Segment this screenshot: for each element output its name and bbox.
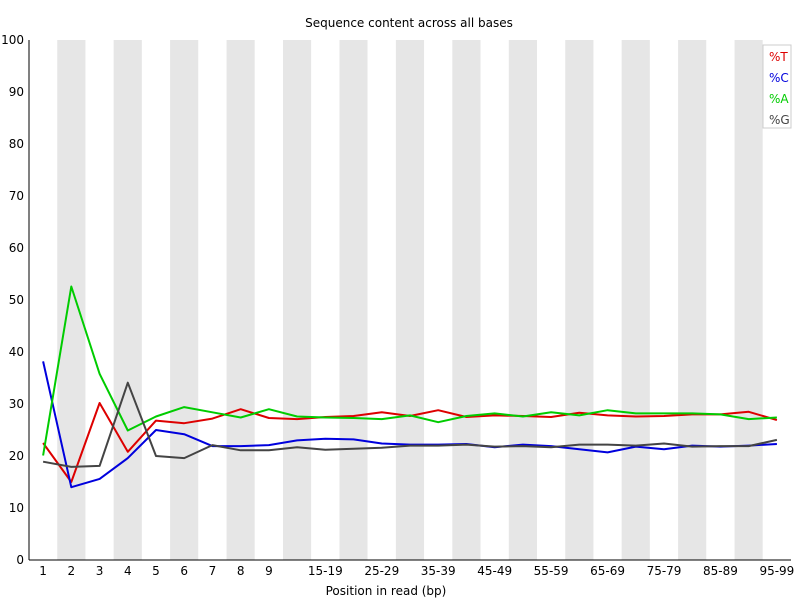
series-line-g [42, 381, 778, 468]
band [311, 40, 340, 560]
x-tick-label: 15-19 [308, 564, 343, 578]
x-tick-label: 35-39 [421, 564, 456, 578]
band [254, 40, 283, 560]
y-tick-label: 100 [1, 33, 24, 47]
band [593, 40, 622, 560]
y-tick-label: 20 [9, 449, 24, 463]
axes [28, 40, 791, 561]
band [85, 40, 114, 560]
band [734, 40, 763, 560]
legend-entry: %A [769, 92, 789, 106]
band [141, 40, 171, 560]
band [226, 40, 255, 560]
legend: %T %C %A %G [762, 44, 792, 129]
y-axis-ticks: 0 10 20 30 40 50 60 70 80 90 100 [1, 33, 24, 567]
band [706, 40, 735, 560]
band [508, 40, 537, 560]
x-tick-label: 25-29 [364, 564, 399, 578]
x-tick-label: 65-69 [590, 564, 625, 578]
x-tick-label: 1 [39, 564, 47, 578]
x-tick-label: 3 [96, 564, 104, 578]
legend-entry: %C [769, 71, 789, 85]
y-tick-label: 60 [9, 241, 24, 255]
x-tick-label: 4 [124, 564, 132, 578]
band [283, 40, 312, 560]
x-axis-label: Position in read (bp) [326, 584, 447, 598]
band [565, 40, 594, 560]
band [537, 40, 566, 560]
series-lines [42, 285, 778, 489]
y-tick-label: 90 [9, 85, 24, 99]
band [113, 40, 142, 560]
band [339, 40, 368, 560]
x-tick-label: 8 [237, 564, 245, 578]
x-tick-label: 75-79 [647, 564, 682, 578]
band [480, 40, 509, 560]
band [29, 40, 58, 560]
x-tick-label: 85-89 [703, 564, 738, 578]
x-tick-label: 7 [209, 564, 217, 578]
x-tick-label: 6 [180, 564, 188, 578]
legend-box [762, 44, 792, 129]
band [424, 40, 453, 560]
y-tick-label: 10 [9, 501, 24, 515]
y-tick-label: 30 [9, 397, 24, 411]
band [621, 40, 650, 560]
band [57, 40, 86, 560]
series-line-a [42, 285, 777, 456]
x-tick-label: 2 [68, 564, 76, 578]
y-tick-label: 70 [9, 189, 24, 203]
chart-title: Sequence content across all bases [305, 16, 513, 30]
x-tick-label: 9 [265, 564, 273, 578]
band [395, 40, 425, 560]
x-tick-label: 45-49 [477, 564, 512, 578]
band [452, 40, 481, 560]
y-tick-label: 0 [16, 553, 24, 567]
x-axis-ticks: 1 2 3 4 5 6 7 8 9 15-19 25-29 35-39 45-49 55-59 65-69 7… [39, 564, 794, 578]
band [170, 40, 199, 560]
x-tick-label: 95-99 [759, 564, 794, 578]
legend-entry: %G [769, 113, 790, 127]
legend-entry: %T [769, 50, 788, 64]
x-tick-label: 55-59 [534, 564, 569, 578]
y-tick-label: 40 [9, 345, 24, 359]
y-tick-label: 80 [9, 137, 24, 151]
band [678, 40, 707, 560]
x-tick-label: 5 [152, 564, 160, 578]
band [198, 40, 227, 560]
band [367, 40, 396, 560]
y-tick-label: 50 [9, 293, 24, 307]
background-bands [29, 40, 791, 560]
band [649, 40, 679, 560]
